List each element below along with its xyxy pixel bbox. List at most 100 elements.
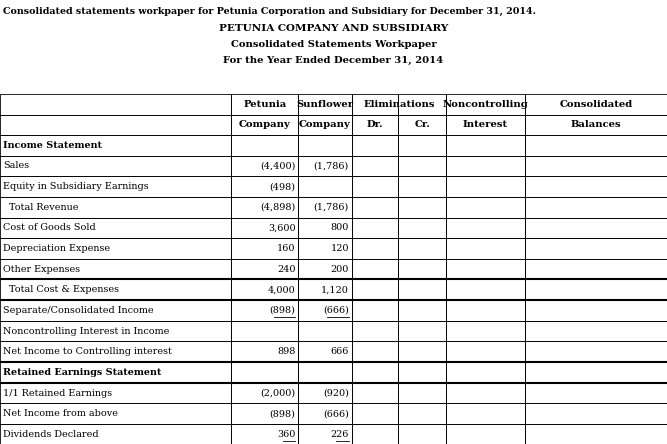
Bar — [0, 280, 231, 300]
Bar — [0, 362, 231, 383]
Bar — [0, 94, 231, 115]
Bar — [298, 238, 352, 259]
Bar — [525, 218, 667, 238]
Text: Other Expenses: Other Expenses — [3, 265, 81, 274]
Text: Company: Company — [239, 120, 291, 129]
Bar — [352, 259, 398, 280]
Bar — [231, 280, 298, 300]
Text: (898): (898) — [269, 306, 295, 315]
Text: Noncontrolling Interest in Income: Noncontrolling Interest in Income — [3, 327, 169, 336]
Text: 200: 200 — [330, 265, 349, 274]
Text: (2,000): (2,000) — [260, 388, 295, 397]
Bar — [525, 156, 667, 176]
Bar — [298, 362, 352, 383]
Bar — [231, 238, 298, 259]
Bar — [446, 321, 525, 341]
Text: (4,898): (4,898) — [260, 203, 295, 212]
Bar — [398, 362, 446, 383]
Bar — [446, 218, 525, 238]
Bar — [525, 259, 667, 280]
Text: (4,400): (4,400) — [260, 162, 295, 170]
Bar — [231, 218, 298, 238]
Bar — [525, 238, 667, 259]
Text: (920): (920) — [323, 388, 349, 397]
Bar — [525, 176, 667, 197]
Bar — [525, 300, 667, 321]
Bar — [0, 321, 231, 341]
Bar — [398, 424, 446, 444]
Bar — [446, 259, 525, 280]
Bar — [298, 321, 352, 341]
Bar — [398, 280, 446, 300]
Bar — [352, 197, 398, 218]
Bar — [298, 259, 352, 280]
Bar — [298, 404, 352, 424]
Text: Sales: Sales — [3, 162, 29, 170]
Bar — [298, 94, 352, 115]
Bar — [446, 176, 525, 197]
Text: (1,786): (1,786) — [313, 162, 349, 170]
Bar — [0, 238, 231, 259]
Bar — [525, 424, 667, 444]
Bar — [0, 115, 231, 135]
Text: Net Income from above: Net Income from above — [3, 409, 118, 418]
Bar — [352, 176, 398, 197]
Bar — [446, 94, 525, 115]
Bar — [352, 321, 398, 341]
Text: 1/1 Retained Earnings: 1/1 Retained Earnings — [3, 388, 113, 397]
Bar — [298, 197, 352, 218]
Text: (666): (666) — [323, 409, 349, 418]
Text: Balances: Balances — [571, 120, 621, 129]
Bar — [0, 197, 231, 218]
Bar — [231, 176, 298, 197]
Bar — [0, 341, 231, 362]
Bar — [352, 300, 398, 321]
Text: Income Statement: Income Statement — [3, 141, 102, 150]
Bar — [0, 176, 231, 197]
Bar — [398, 115, 446, 135]
Bar — [352, 404, 398, 424]
Bar — [352, 94, 398, 115]
Bar — [231, 115, 298, 135]
Text: PETUNIA COMPANY AND SUBSIDIARY: PETUNIA COMPANY AND SUBSIDIARY — [219, 24, 448, 33]
Bar — [298, 424, 352, 444]
Text: Dividends Declared: Dividends Declared — [3, 430, 99, 439]
Bar — [298, 341, 352, 362]
Bar — [398, 383, 446, 404]
Bar — [298, 280, 352, 300]
Bar — [0, 424, 231, 444]
Text: Sunflower: Sunflower — [296, 100, 354, 109]
Text: (666): (666) — [323, 306, 349, 315]
Text: 3,600: 3,600 — [268, 223, 295, 232]
Bar — [352, 424, 398, 444]
Bar — [446, 115, 525, 135]
Text: Dr.: Dr. — [367, 120, 383, 129]
Bar — [398, 176, 446, 197]
Text: Retained Earnings Statement: Retained Earnings Statement — [3, 368, 161, 377]
Text: Total Cost & Expenses: Total Cost & Expenses — [3, 285, 119, 294]
Bar — [352, 156, 398, 176]
Bar — [352, 115, 398, 135]
Text: Cost of Goods Sold: Cost of Goods Sold — [3, 223, 96, 232]
Bar — [398, 341, 446, 362]
Bar — [398, 404, 446, 424]
Text: 160: 160 — [277, 244, 295, 253]
Text: Petunia: Petunia — [243, 100, 286, 109]
Bar — [398, 94, 446, 115]
Bar — [0, 383, 231, 404]
Bar — [352, 135, 398, 156]
Bar — [446, 280, 525, 300]
Bar — [298, 218, 352, 238]
Text: Interest: Interest — [463, 120, 508, 129]
Text: (498): (498) — [269, 182, 295, 191]
Bar — [231, 341, 298, 362]
Text: Noncontrolling: Noncontrolling — [443, 100, 528, 109]
Bar — [525, 321, 667, 341]
Bar — [231, 300, 298, 321]
Text: 120: 120 — [330, 244, 349, 253]
Bar — [352, 218, 398, 238]
Bar — [446, 197, 525, 218]
Bar — [0, 300, 231, 321]
Bar — [446, 135, 525, 156]
Bar — [352, 341, 398, 362]
